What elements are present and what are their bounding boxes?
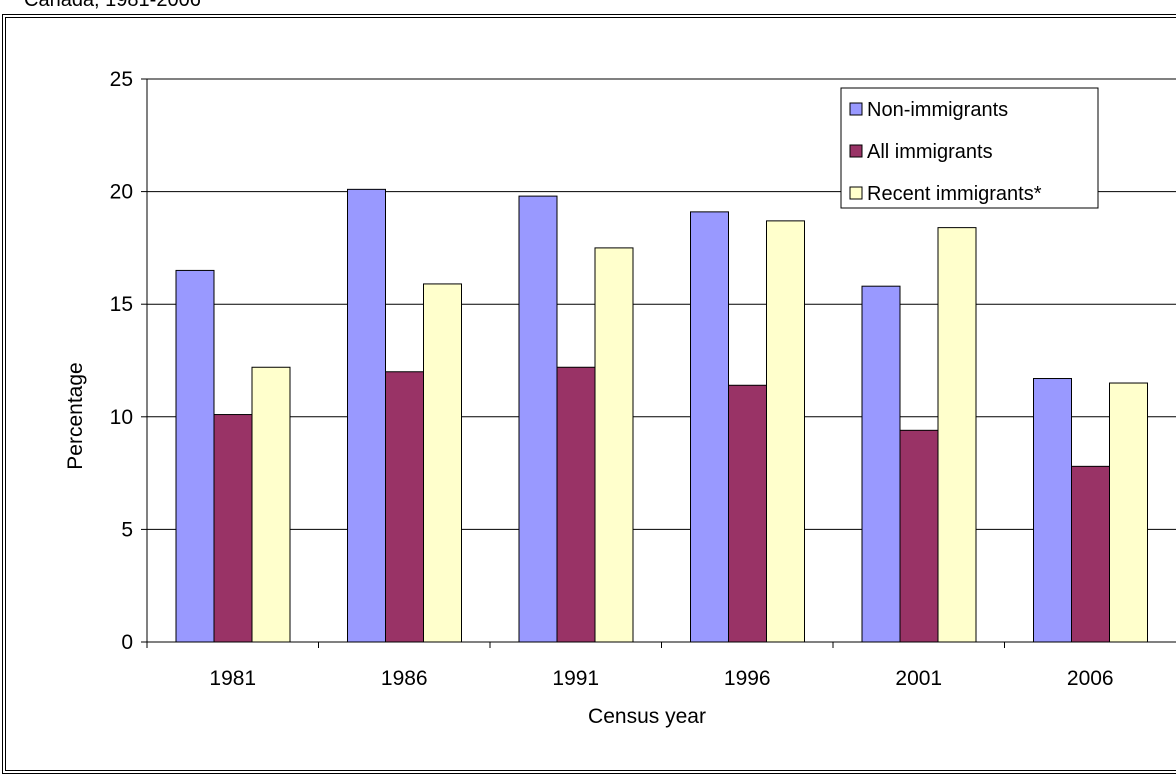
y-tick-label: 15 [110, 293, 133, 316]
legend-label: All immigrants [867, 141, 993, 163]
bar-recent-immigrants-1986 [423, 283, 462, 643]
bar-all-immigrants-1996 [728, 384, 767, 643]
chart-caption: Canada, 1981-2006 [24, 0, 201, 11]
x-axis-title: Census year [588, 705, 706, 728]
y-tick-label: 10 [110, 406, 133, 429]
bar-recent-immigrants-1981 [251, 366, 291, 643]
y-tick-label: 25 [110, 68, 133, 91]
legend-box [840, 87, 1099, 209]
bar-recent-immigrants-2001 [937, 227, 977, 643]
legend-swatch [849, 144, 863, 158]
bar-chart: 0 5 10 15 20 25 1981 1986 1991 1996 2001 2006 Perce… [64, 68, 1176, 728]
bar-all-immigrants-2006 [1071, 465, 1110, 643]
y-tick-label: 5 [121, 518, 133, 541]
x-tick-label: 1981 [209, 667, 256, 690]
x-tick-label: 1991 [552, 667, 599, 690]
bar-non-immigrants-2006 [1033, 378, 1072, 643]
x-tick-label: 1986 [381, 667, 428, 690]
bar-non-immigrants-1986 [347, 188, 386, 643]
bar-recent-immigrants-1996 [766, 220, 805, 643]
y-tick-label: 20 [110, 181, 133, 204]
tick-labels: 0 5 10 15 20 25 1981 1986 1991 1996 2001 2006 [110, 68, 1114, 690]
x-tick-label: 1996 [724, 667, 771, 690]
legend-swatch [849, 102, 863, 116]
bar-non-immigrants-2001 [861, 285, 901, 643]
bar-recent-immigrants-1991 [594, 247, 634, 643]
bar-all-immigrants-1981 [213, 414, 253, 643]
bar-recent-immigrants-2006 [1109, 382, 1148, 643]
legend: Non-immigrants All immigrants Recent immig… [840, 87, 1099, 209]
y-tick-label: 0 [121, 631, 133, 654]
legend-label: Non-immigrants [867, 99, 1008, 121]
bar-non-immigrants-1996 [690, 211, 729, 643]
bar-non-immigrants-1981 [175, 269, 215, 643]
x-tick-label: 2001 [895, 667, 942, 690]
x-tick-label: 2006 [1067, 667, 1114, 690]
bars [175, 188, 1148, 643]
bar-all-immigrants-1991 [556, 366, 596, 643]
legend-swatch [849, 186, 863, 200]
legend-label: Recent immigrants* [867, 183, 1042, 205]
bar-non-immigrants-1991 [518, 195, 558, 643]
bar-all-immigrants-2001 [899, 429, 939, 643]
bar-all-immigrants-1986 [385, 371, 424, 643]
y-axis-title: Percentage [64, 362, 87, 469]
